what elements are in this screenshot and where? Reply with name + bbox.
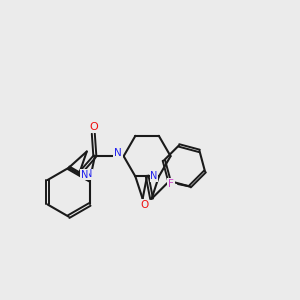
Text: F: F: [168, 179, 174, 189]
Text: O: O: [140, 200, 148, 210]
Text: N: N: [81, 169, 88, 180]
Text: O: O: [89, 122, 98, 132]
Text: N: N: [114, 148, 122, 158]
Text: N: N: [85, 169, 92, 179]
Text: N: N: [150, 171, 158, 181]
